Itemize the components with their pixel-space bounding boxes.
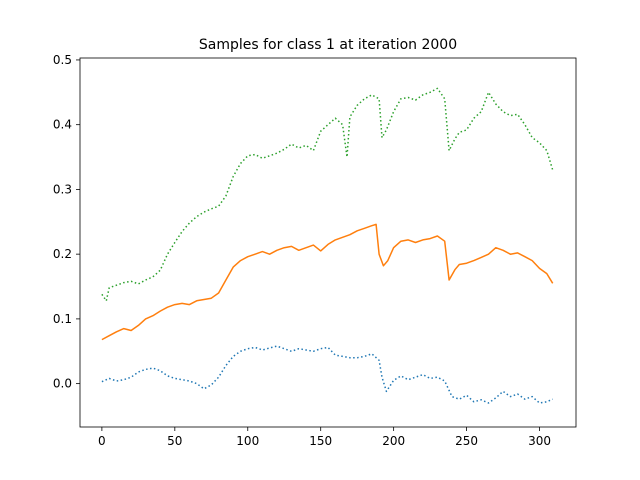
x-tick-label: 150 <box>309 434 332 448</box>
plot-frame <box>79 57 577 428</box>
y-tick-label: 0.2 <box>53 247 72 261</box>
x-tick-label: 250 <box>455 434 478 448</box>
series-line-3 <box>101 87 554 302</box>
series-layer <box>101 87 554 404</box>
x-tick-label: 200 <box>382 434 405 448</box>
y-tick-label: 0.3 <box>53 182 72 196</box>
chart-title: Samples for class 1 at iteration 2000 <box>199 37 457 53</box>
series-line-2 <box>101 223 554 341</box>
y-tick-label: 0.4 <box>53 118 72 132</box>
y-tick-label: 0.1 <box>53 312 72 326</box>
series-line-1 <box>101 345 554 404</box>
x-tick-label: 100 <box>236 434 259 448</box>
x-tick-label: 0 <box>98 434 106 448</box>
y-tick-label: 0.0 <box>53 377 72 391</box>
x-tick-label: 300 <box>528 434 551 448</box>
x-tick-label: 50 <box>167 434 182 448</box>
x-axis: 0 50 100 150 200 250 300 <box>98 427 551 448</box>
y-tick-label: 0.5 <box>53 53 72 67</box>
y-axis: 0.0 0.1 0.2 0.3 0.4 0.5 <box>53 53 80 391</box>
